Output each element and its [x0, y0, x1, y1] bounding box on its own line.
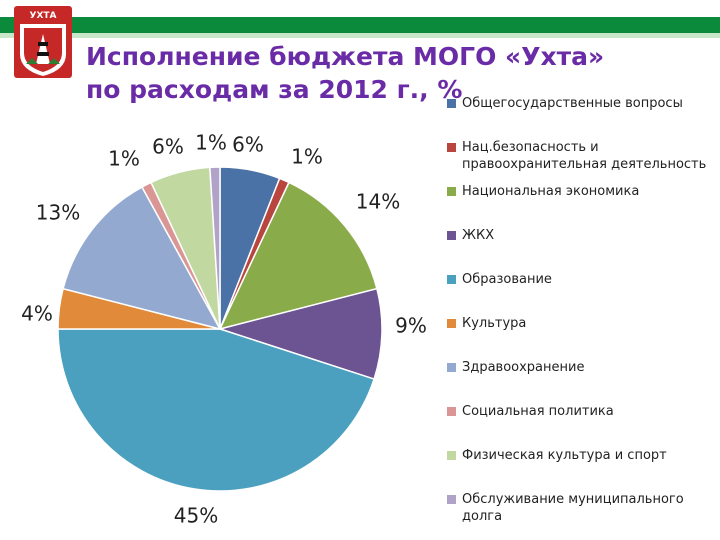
legend-label: Физическая культура и спорт: [462, 448, 667, 463]
pie-slice-3: [218, 181, 378, 331]
legend-label: Национальная экономика: [462, 184, 640, 199]
legend-swatch: [447, 99, 456, 108]
legend-label: Общегосударственные вопросы: [462, 96, 683, 111]
header-band: [0, 0, 720, 40]
legend-label: ЖКХ: [462, 228, 495, 243]
city-crest-logo: УХТА: [14, 6, 72, 78]
legend-swatch: [447, 451, 456, 460]
legend-swatch: [447, 495, 456, 504]
crest-text: УХТА: [30, 11, 57, 21]
legend-swatch: [447, 363, 456, 372]
pie-data-label-4: 9%: [395, 314, 427, 338]
pie-data-label-10: 1%: [195, 131, 227, 155]
pie-slice-5: [57, 328, 376, 492]
pie-data-label-8: 1%: [108, 147, 140, 171]
legend-swatch: [447, 143, 456, 152]
header-band-light: [0, 33, 720, 38]
legend-label: Нац.безопасность и правоохранительная де…: [462, 140, 707, 172]
pie-data-label-5: 45%: [174, 504, 218, 528]
legend-label: Культура: [462, 316, 527, 331]
legend-label: Здравоохранение: [462, 360, 585, 375]
legend-label: Обслуживание муниципального долга: [462, 492, 684, 524]
legend-swatch: [447, 187, 456, 196]
pie-slice-7: [62, 186, 222, 331]
legend-label: Образование: [462, 272, 552, 287]
page-title: Исполнение бюджета МОГО «Ухта» по расход…: [86, 42, 605, 104]
pie-data-label-2: 1%: [291, 145, 323, 169]
pie-data-label-7: 13%: [36, 201, 80, 225]
legend-swatch: [447, 275, 456, 284]
legend-label: Социальная политика: [462, 404, 614, 419]
pie-slice-4: [217, 287, 383, 381]
legend-swatch: [447, 231, 456, 240]
header-band-white: [0, 0, 720, 17]
pie-data-label-1: 6%: [232, 133, 264, 157]
legend-swatch: [447, 407, 456, 416]
pie-data-label-3: 14%: [356, 190, 400, 214]
pie-data-labels: 6% 1%14%9%45%4%13%1% 6% 1%: [21, 131, 427, 528]
pie-slices: [57, 166, 383, 492]
header-band-green: [0, 17, 720, 33]
pie-data-label-9: 6%: [152, 135, 184, 159]
pie-slice-10: [209, 166, 221, 330]
pie-data-label-6: 4%: [21, 302, 53, 326]
legend-swatch: [447, 319, 456, 328]
